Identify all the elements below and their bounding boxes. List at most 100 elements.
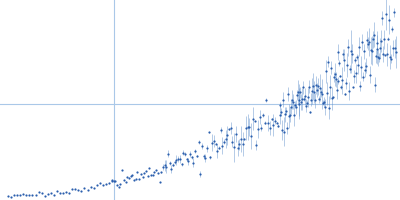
Point — [341, 58, 348, 61]
Point — [143, 169, 149, 172]
Point — [335, 51, 342, 54]
Point — [326, 85, 333, 89]
Point — [168, 168, 174, 171]
Point — [317, 86, 323, 89]
Point — [218, 129, 224, 132]
Point — [78, 189, 85, 192]
Point — [362, 64, 369, 67]
Point — [331, 73, 338, 76]
Point — [129, 174, 136, 177]
Point — [370, 38, 376, 41]
Point — [375, 56, 382, 59]
Point — [202, 156, 208, 160]
Point — [23, 194, 30, 197]
Point — [26, 194, 33, 197]
Point — [262, 121, 268, 125]
Point — [360, 75, 366, 78]
Point — [20, 193, 26, 196]
Point — [146, 166, 152, 170]
Point — [219, 144, 226, 147]
Point — [298, 100, 305, 104]
Point — [29, 193, 36, 196]
Point — [187, 152, 193, 155]
Point — [221, 140, 227, 143]
Point — [274, 121, 280, 124]
Point — [153, 168, 159, 172]
Point — [390, 47, 396, 50]
Point — [207, 156, 214, 159]
Point — [376, 56, 383, 59]
Point — [374, 41, 381, 44]
Point — [121, 178, 127, 181]
Point — [122, 180, 129, 183]
Point — [160, 165, 166, 169]
Point — [233, 132, 239, 136]
Point — [158, 171, 164, 174]
Point — [332, 78, 339, 81]
Point — [116, 186, 122, 189]
Point — [131, 179, 137, 182]
Point — [128, 174, 134, 178]
Point — [355, 63, 361, 66]
Point — [387, 56, 393, 59]
Point — [293, 94, 300, 97]
Point — [324, 92, 330, 95]
Point — [368, 49, 374, 52]
Point — [313, 83, 319, 87]
Point — [315, 85, 321, 88]
Point — [312, 99, 318, 102]
Point — [364, 42, 371, 45]
Point — [299, 98, 306, 101]
Point — [32, 194, 39, 197]
Point — [350, 86, 356, 89]
Point — [343, 82, 350, 85]
Point — [277, 103, 283, 106]
Point — [106, 181, 112, 184]
Point — [346, 89, 352, 92]
Point — [385, 37, 392, 40]
Point — [336, 61, 343, 64]
Point — [150, 173, 156, 176]
Point — [138, 173, 144, 176]
Point — [173, 158, 180, 162]
Point — [253, 144, 260, 147]
Point — [224, 134, 230, 137]
Point — [319, 92, 325, 96]
Point — [297, 91, 304, 94]
Point — [309, 89, 315, 93]
Point — [246, 126, 253, 129]
Point — [314, 89, 320, 92]
Point — [373, 48, 380, 51]
Point — [328, 66, 334, 69]
Point — [288, 105, 294, 108]
Point — [361, 50, 367, 53]
Point — [351, 75, 357, 78]
Point — [384, 53, 390, 56]
Point — [17, 193, 24, 197]
Point — [8, 195, 14, 199]
Point — [112, 179, 118, 182]
Point — [54, 189, 60, 193]
Point — [66, 191, 72, 194]
Point — [57, 191, 63, 195]
Point — [284, 93, 291, 96]
Point — [5, 194, 11, 197]
Point — [182, 152, 188, 155]
Point — [288, 98, 295, 101]
Point — [180, 151, 186, 154]
Point — [305, 96, 312, 99]
Point — [188, 156, 195, 159]
Point — [268, 117, 275, 120]
Point — [185, 160, 192, 163]
Point — [339, 79, 346, 82]
Point — [260, 113, 266, 116]
Point — [119, 169, 125, 172]
Point — [366, 40, 372, 44]
Point — [84, 189, 91, 192]
Point — [302, 95, 308, 98]
Point — [386, 18, 392, 21]
Point — [359, 41, 365, 44]
Point — [48, 191, 54, 194]
Point — [192, 149, 198, 152]
Point — [256, 116, 263, 119]
